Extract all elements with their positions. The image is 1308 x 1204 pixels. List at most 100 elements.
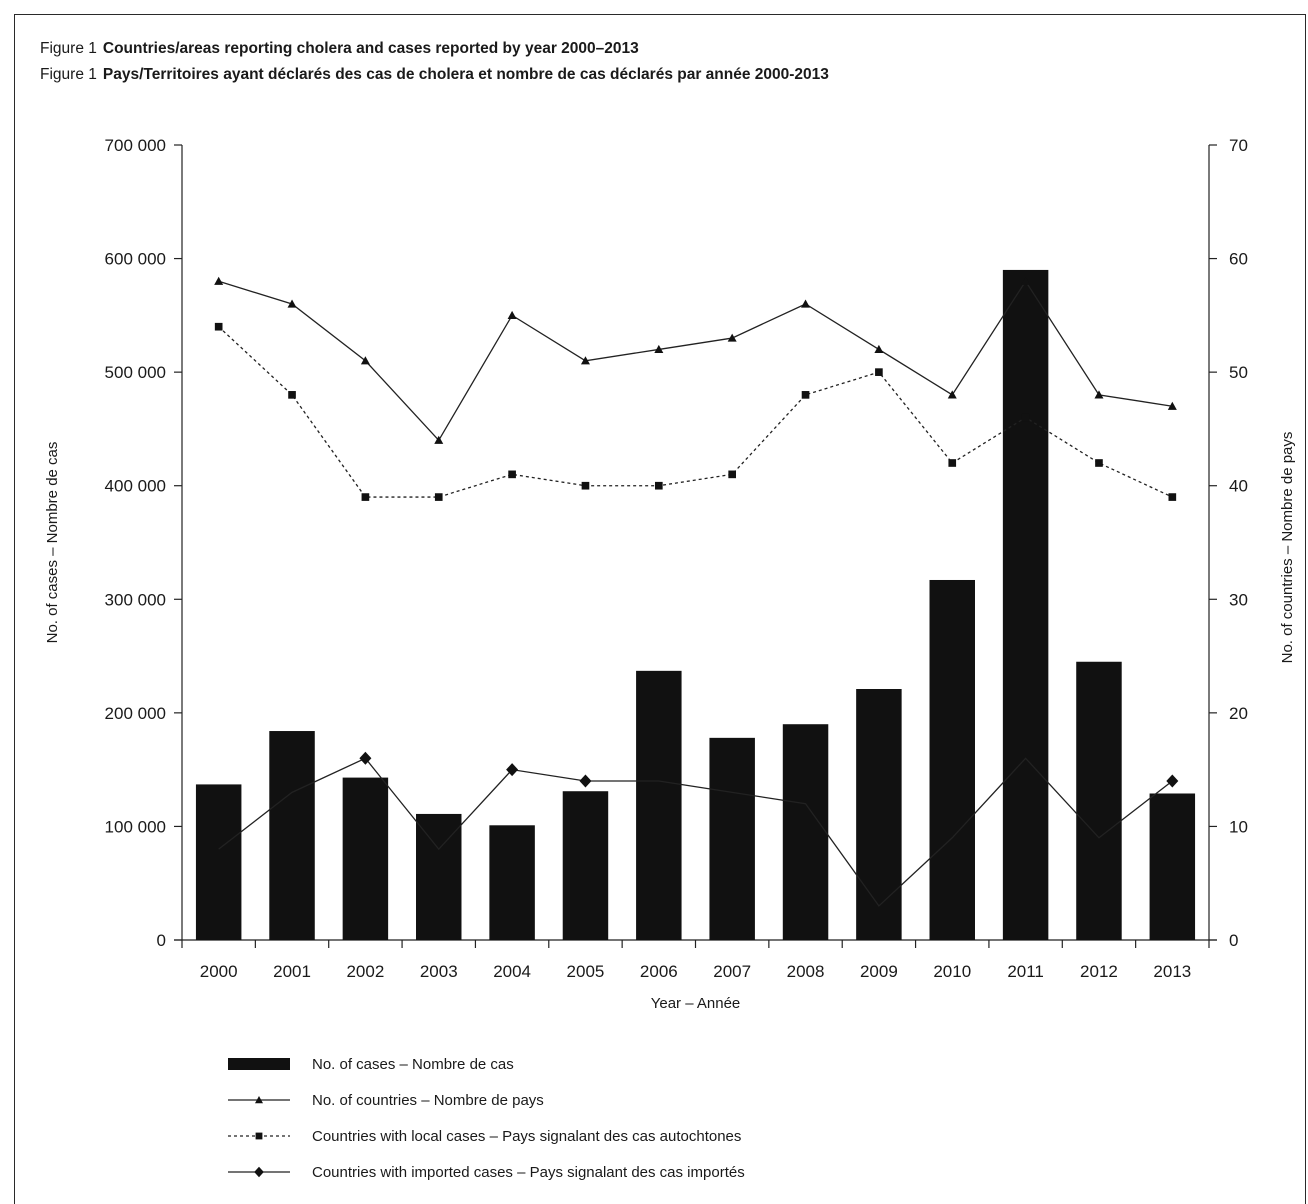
- figure-title-fr-text: Pays/Territoires ayant déclarés des cas …: [102, 66, 829, 83]
- legend-marker-countries: [255, 1096, 263, 1104]
- chart-axes: [174, 144, 1217, 948]
- figure-label-en: Figure 1: [40, 40, 97, 57]
- legend-marker-imported: [254, 1166, 264, 1178]
- bar-cases-2006: [636, 670, 682, 940]
- right-axis-tick-label: 30: [1229, 590, 1248, 609]
- bar-cases-2005: [562, 791, 609, 940]
- x-axis-tick-label: 2006: [640, 962, 678, 981]
- right-axis-tick-label: 40: [1229, 477, 1248, 496]
- bar-cases-2000: [195, 784, 242, 940]
- point-countries-2001: [287, 299, 297, 308]
- point-local-2013: [1168, 493, 1177, 501]
- left-axis-tick-label: 400 000: [105, 477, 166, 496]
- bar-series-cases: [195, 269, 1196, 940]
- x-axis-tick-label: 2010: [933, 962, 971, 981]
- left-axis-tick-label: 0: [157, 931, 166, 950]
- point-countries-2010: [947, 390, 957, 399]
- x-axis-tick-label: 2012: [1080, 962, 1118, 981]
- left-axis-tick-label: 600 000: [105, 250, 166, 269]
- figure-title-fr: Figure 1 Pays/Territoires ayant déclarés …: [40, 66, 829, 84]
- x-axis-tick-label: 2005: [567, 962, 605, 981]
- right-axis-tick-label: 0: [1229, 931, 1238, 950]
- line-series-imported: [218, 757, 1173, 907]
- legend-label-countries: No. of countries – Nombre de pays: [312, 1092, 544, 1109]
- figure-title-en: Figure 1 Countries/areas reporting choler…: [40, 40, 639, 58]
- point-local-2003: [434, 493, 443, 501]
- point-countries-2000: [214, 276, 224, 285]
- figure-label-fr: Figure 1: [40, 66, 97, 83]
- point-imported-2002: [359, 751, 372, 765]
- left-axis-tick-label: 700 000: [105, 136, 166, 155]
- point-local-2007: [728, 470, 737, 479]
- point-imported-2013: [1166, 774, 1179, 788]
- left-axis-title: No. of cases – Nombre de cas: [44, 442, 61, 644]
- point-countries-2006: [654, 344, 664, 354]
- x-axis-tick-label: 2008: [787, 962, 825, 981]
- point-countries-2009: [874, 344, 884, 354]
- point-local-2005: [581, 481, 590, 490]
- bar-cases-2009: [856, 689, 902, 940]
- point-local-2004: [508, 470, 516, 479]
- point-local-2006: [654, 481, 663, 490]
- bar-cases-2003: [416, 813, 462, 940]
- legend-marker-local: [255, 1132, 263, 1140]
- bar-cases-2011: [1002, 269, 1049, 940]
- figure-frame: [14, 14, 1306, 1204]
- x-axis-tick-label: 2004: [493, 962, 531, 981]
- right-axis-tick-label: 60: [1229, 250, 1248, 269]
- point-countries-2002: [360, 356, 370, 365]
- point-imported-2004: [506, 763, 519, 777]
- chart-legend: No. of cases – Nombre de cas No. of count…: [228, 1056, 745, 1181]
- x-axis-tick-label: 2009: [860, 962, 898, 981]
- point-local-2001: [288, 391, 296, 399]
- x-axis-tick-label: 2001: [273, 962, 311, 981]
- bar-cases-2001: [269, 731, 315, 940]
- right-axis-tick-label: 10: [1229, 817, 1248, 836]
- point-countries-2012: [1094, 390, 1104, 399]
- tick-labels: 0 100 000 200 000 300 000 400 000 500 000 600 …: [44, 136, 1296, 1012]
- bar-cases-2013: [1149, 793, 1196, 940]
- point-countries-2008: [801, 299, 811, 308]
- line-series-local: [218, 326, 1173, 498]
- right-axis-tick-label: 70: [1229, 136, 1248, 155]
- x-axis-title: Year – Année: [651, 995, 741, 1012]
- left-axis-tick-label: 500 000: [105, 363, 166, 382]
- point-countries-2005: [580, 356, 590, 365]
- x-axis-tick-label: 2013: [1153, 962, 1191, 981]
- legend-label-cases: No. of cases – Nombre de cas: [312, 1056, 514, 1073]
- bar-cases-2004: [489, 825, 535, 940]
- bar-cases-2002: [342, 777, 389, 940]
- x-axis-tick-label: 2003: [420, 962, 458, 981]
- line-series-group: [214, 276, 1179, 907]
- point-local-2011: [1021, 413, 1030, 422]
- point-countries-2011: [1021, 276, 1031, 285]
- line-series-countries: [218, 280, 1173, 442]
- right-axis-title: No. of countries – Nombre de pays: [1279, 432, 1296, 664]
- bar-cases-2007: [709, 737, 755, 940]
- point-local-2008: [801, 391, 810, 399]
- x-axis-tick-label: 2007: [713, 962, 751, 981]
- point-countries-2003: [434, 435, 444, 444]
- legend-label-local: Countries with local cases – Pays signal…: [312, 1128, 741, 1145]
- left-axis-tick-label: 200 000: [105, 704, 166, 723]
- legend-swatch-cases: [228, 1058, 290, 1070]
- bar-cases-2010: [929, 579, 975, 940]
- point-imported-2005: [579, 774, 592, 788]
- bar-cases-2012: [1076, 661, 1122, 940]
- x-axis-tick-label: 2011: [1007, 962, 1044, 981]
- left-axis-tick-label: 100 000: [105, 817, 166, 836]
- point-local-2000: [214, 322, 223, 331]
- point-countries-2007: [727, 333, 737, 342]
- left-axis-tick-label: 300 000: [105, 590, 166, 609]
- right-axis-tick-label: 20: [1229, 704, 1248, 723]
- legend-label-imported: Countries with imported cases – Pays sig…: [312, 1164, 745, 1181]
- figure-title-en-text: Countries/areas reporting cholera and ca…: [102, 40, 639, 57]
- point-countries-2004: [507, 310, 517, 319]
- x-axis-tick-label: 2000: [200, 962, 238, 981]
- right-axis-tick-label: 50: [1229, 363, 1248, 382]
- point-local-2012: [1095, 459, 1103, 467]
- point-local-2002: [361, 493, 370, 501]
- point-local-2009: [875, 368, 883, 376]
- x-axis-tick-label: 2002: [346, 962, 384, 981]
